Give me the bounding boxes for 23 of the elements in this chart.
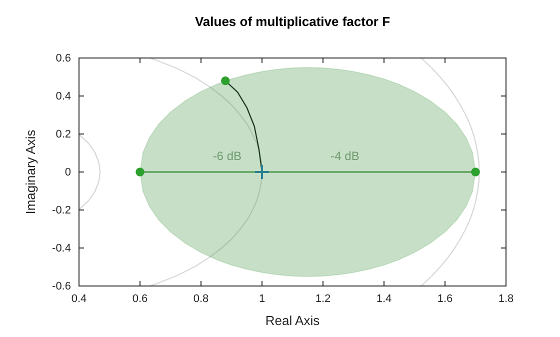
y-tick-label: -0.6 — [52, 280, 71, 293]
y-tick-label: -0.2 — [52, 204, 71, 217]
annotation: -6 dB — [212, 148, 242, 163]
x-tick-label: 1.6 — [437, 292, 453, 305]
y-tick-label: -0.4 — [52, 242, 71, 255]
y-tick-label: 0 — [64, 166, 71, 179]
x-tick-label: 1 — [258, 292, 266, 305]
x-tick-label: 1.2 — [315, 292, 331, 305]
y-tick-label: 0.6 — [56, 52, 71, 65]
x-tick-label: 0.6 — [132, 292, 148, 305]
annotation: -4 dB — [330, 148, 360, 163]
chart-title: Values of multiplicative factor F — [194, 14, 390, 29]
x-axis-title: Real Axis — [265, 313, 320, 328]
x-tick-label: 0.4 — [71, 292, 87, 305]
line-series — [420, 58, 480, 286]
x-tick-label: 1.4 — [376, 292, 392, 305]
x-tick-label: 0.8 — [193, 292, 209, 305]
y-tick-label: 0.4 — [56, 90, 71, 103]
y-tick-label: 0.2 — [56, 128, 71, 141]
y-axis-title: Imaginary Axis — [23, 129, 38, 214]
line-series — [149, 58, 263, 286]
x-tick-label: 1.8 — [498, 292, 514, 305]
line-series — [79, 134, 101, 210]
